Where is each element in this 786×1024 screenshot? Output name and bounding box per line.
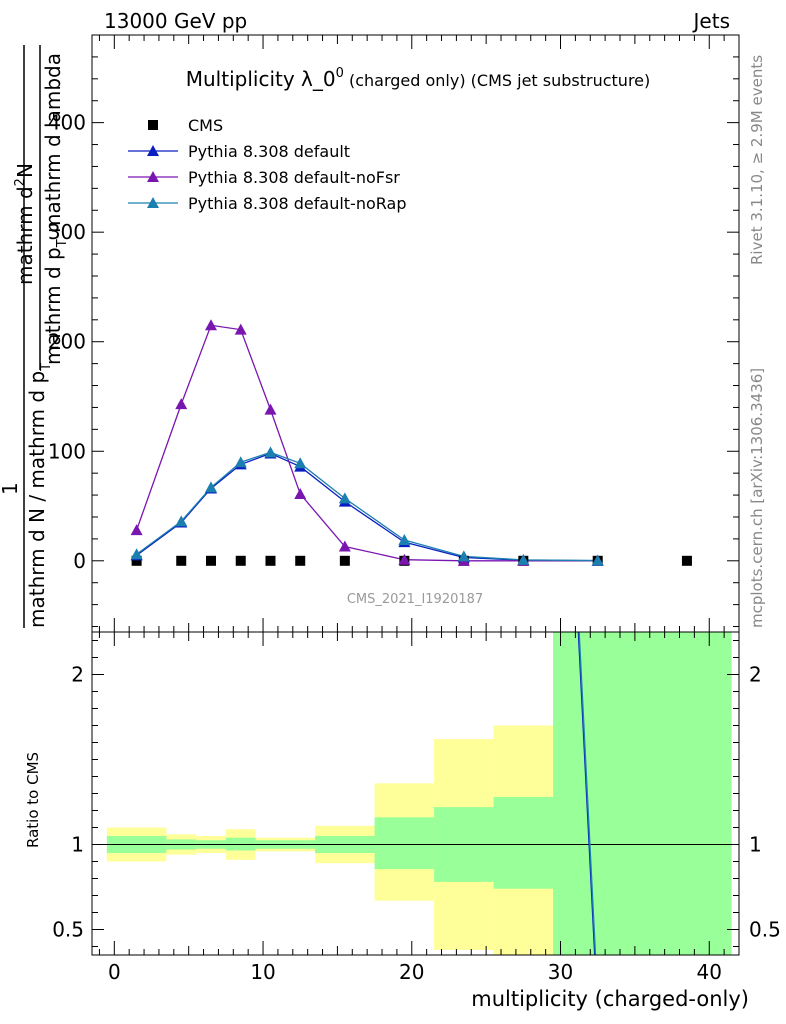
main-y-ticks: 0 100 200 300 400 [48, 56, 739, 628]
ylabel-prefactor: 1 [0, 482, 22, 495]
series-point-2 [130, 524, 143, 536]
series-point-3 [517, 553, 530, 565]
series-point-3 [264, 446, 277, 458]
ratio-ytick-label-right: 2 [749, 663, 762, 687]
cms-point [176, 555, 187, 566]
xtick-label: 40 [697, 960, 722, 984]
series-point-3 [398, 533, 411, 545]
legend-marker [147, 171, 159, 182]
ylabel-denominator: mathrm d pT mathrm d lambda [41, 53, 70, 365]
ratio-ytick-label-right: 1 [749, 833, 762, 857]
main-ytick-label: 0 [73, 549, 86, 573]
plot-title-sup: 0 [336, 66, 344, 81]
xtick-label: 0 [108, 960, 121, 984]
main-panel: 0 100 200 300 400 CMS_2021_I1920187 Multipli… [48, 34, 740, 633]
process-label: Jets [692, 9, 730, 33]
plot-title: Multiplicity λ_00 (charged only) (CMS je… [186, 66, 651, 91]
plot-title-main: Multiplicity λ_0 [186, 67, 336, 91]
ratio-band-green [493, 796, 554, 889]
series-point-2 [294, 487, 307, 499]
main-series-layer [130, 319, 692, 566]
x-axis-label: multiplicity (charged-only) [471, 987, 749, 1011]
series-point-3 [338, 492, 351, 504]
ratio-y-ticks: 0.5 0.5 1 1 2 2 [52, 640, 781, 947]
series-point-2 [204, 319, 217, 331]
ratio-ytick-label: 1 [71, 833, 84, 857]
xtick-label: 30 [548, 960, 573, 984]
series-point-3 [591, 554, 604, 566]
legend: CMS Pythia 8.308 default Pythia 8.308 defa… [128, 116, 406, 213]
series-point-3 [175, 515, 188, 527]
legend-label: Pythia 8.308 default-noFsr [188, 168, 400, 187]
series-point-2 [338, 540, 351, 552]
energy-label: 13000 GeV pp [104, 9, 247, 33]
mcplots-label: mcplots.cern.ch [arXiv:1306.3436] [748, 368, 766, 628]
ylabel-prefactor-denominator: mathrm d N / mathrm d pT [25, 363, 54, 628]
cms-point [265, 555, 276, 566]
cms-point [131, 555, 142, 566]
main-ytick-label: 400 [48, 111, 86, 135]
ratio-ytick-label: 0.5 [52, 918, 84, 942]
rivet-label: Rivet 3.1.10, ≥ 2.9M events [748, 55, 766, 265]
xtick-label: 20 [399, 960, 424, 984]
series-point-3 [234, 456, 247, 468]
ratio-band-green [374, 817, 435, 870]
legend-label: CMS [188, 116, 223, 135]
series-line-3 [136, 451, 598, 562]
series-point-2 [264, 403, 277, 415]
ratio-ytick-label: 2 [71, 663, 84, 687]
series-point-3 [130, 548, 143, 560]
series-point-3 [204, 481, 217, 493]
ylabel-numerator: mathrm d2N [13, 163, 37, 285]
legend-marker [147, 197, 159, 208]
series-point-2 [234, 323, 247, 335]
ratio-bands [106, 632, 732, 955]
cms-point [295, 555, 306, 566]
main-ytick-label: 300 [48, 220, 86, 244]
ratio-ytick-label-right: 0.5 [749, 918, 781, 942]
watermark: CMS_2021_I1920187 [347, 592, 483, 607]
ratio-series-line-1 [578, 632, 597, 955]
cms-point [205, 555, 216, 566]
cms-point [339, 555, 350, 566]
legend-marker-cms [148, 120, 158, 130]
cms-point [235, 555, 246, 566]
series-point-3 [457, 550, 470, 562]
cms-point [681, 555, 692, 566]
main-ytick-label: 100 [48, 439, 86, 463]
xtick-label: 10 [250, 960, 275, 984]
legend-marker [147, 145, 159, 156]
ratio-band-green [553, 632, 732, 955]
series-point-2 [175, 398, 188, 410]
series-line-1 [136, 452, 598, 562]
main-ylabel: mathrm d2N mathrm d pT mathrm d lambda 1… [0, 45, 70, 628]
main-x-ticks [98, 35, 725, 632]
ratio-x-ticks: 0 10 20 30 40 [98, 632, 725, 984]
ratio-lines [92, 632, 739, 955]
ratio-panel: 0.5 0.5 1 1 2 2 0 10 20 30 40 Ratio to CMS multip… [24, 631, 781, 1011]
plot-title-sub: (charged only) (CMS jet substructure) [344, 71, 650, 90]
series-line-2 [136, 324, 598, 562]
legend-label: Pythia 8.308 default-noRap [188, 194, 406, 213]
series-point-3 [294, 457, 307, 469]
series-point-2 [398, 553, 411, 565]
main-ytick-label: 200 [48, 330, 86, 354]
ratio-series-line-0 [577, 632, 596, 955]
legend-label: Pythia 8.308 default [188, 142, 350, 161]
ratio-ylabel: Ratio to CMS [24, 752, 42, 848]
